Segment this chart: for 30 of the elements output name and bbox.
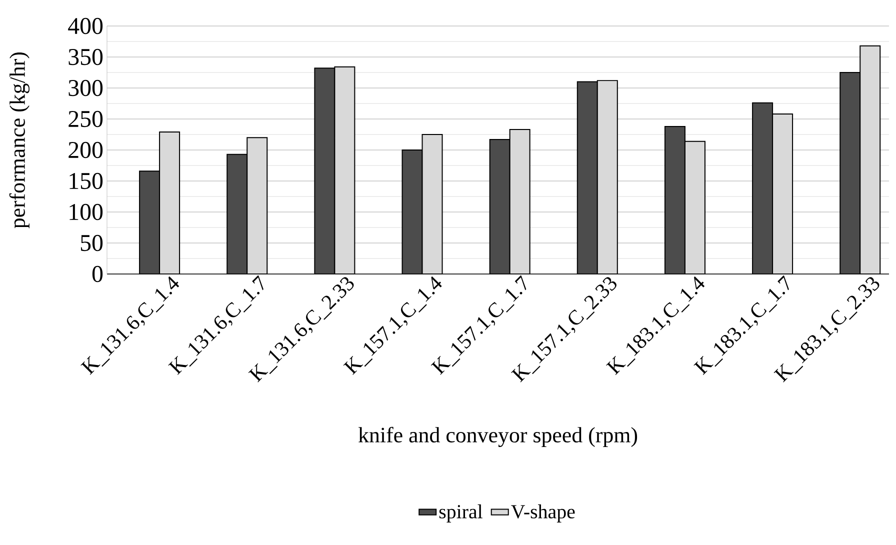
bar: [752, 102, 774, 274]
bar: [226, 154, 248, 274]
y-tick-label: 50: [80, 234, 103, 252]
bar: [246, 137, 268, 274]
bar: [860, 45, 881, 274]
y-tick-label: 350: [68, 48, 103, 66]
x-axis-title: knife and conveyor speed (rpm): [358, 426, 638, 448]
bar: [684, 140, 706, 274]
bar: [664, 126, 686, 274]
bar: [402, 150, 423, 274]
bar: [422, 134, 443, 274]
y-tick-label: 250: [68, 110, 103, 128]
bar: [139, 170, 160, 274]
bar: [576, 81, 598, 274]
bar: [159, 132, 180, 274]
legend-label: V-shape: [511, 504, 575, 522]
y-tick-label: 300: [68, 80, 103, 96]
y-tick-label: 200: [68, 142, 103, 158]
y-tick-label: 150: [70, 172, 103, 190]
bar: [314, 68, 336, 274]
y-axis-title: performance (kg/hr): [9, 52, 30, 228]
bar: [840, 72, 861, 274]
bar: [489, 138, 510, 274]
bar: [772, 114, 794, 274]
y-tick-label: 100: [70, 204, 103, 220]
bar: [596, 80, 618, 274]
legend-label: spiral: [439, 504, 482, 522]
y-tick-label: 400: [68, 18, 103, 34]
bar: [334, 66, 356, 274]
bar: [509, 129, 530, 274]
